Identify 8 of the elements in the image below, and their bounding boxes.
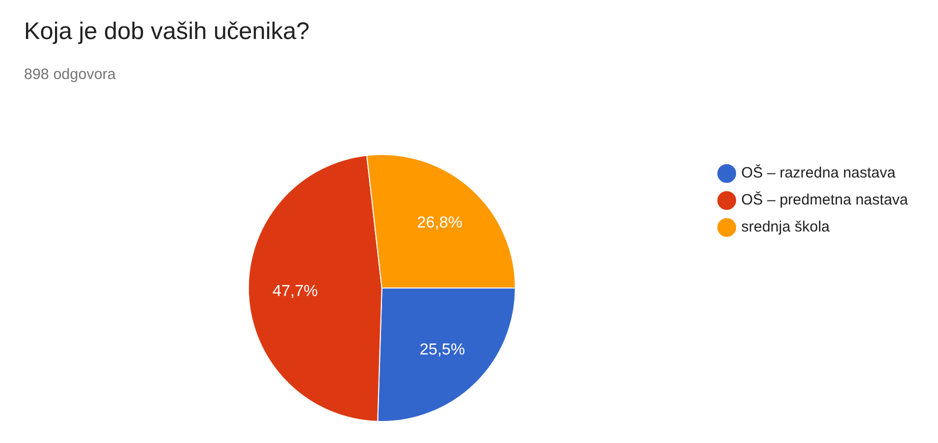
text: 898 odgovora	[24, 66, 116, 83]
data-label: 25,5%	[420, 342, 465, 359]
legend-label: srednja škola	[741, 218, 830, 236]
data-label: 47,7%	[272, 282, 318, 300]
legend-label: OŠ – predmetna nastava	[741, 190, 909, 209]
chart-title: Koja je dob vaših učenika?	[24, 18, 310, 46]
data-label: 26,8%	[416, 214, 462, 232]
legend-label: OŠ – razredna nastava	[741, 164, 896, 182]
